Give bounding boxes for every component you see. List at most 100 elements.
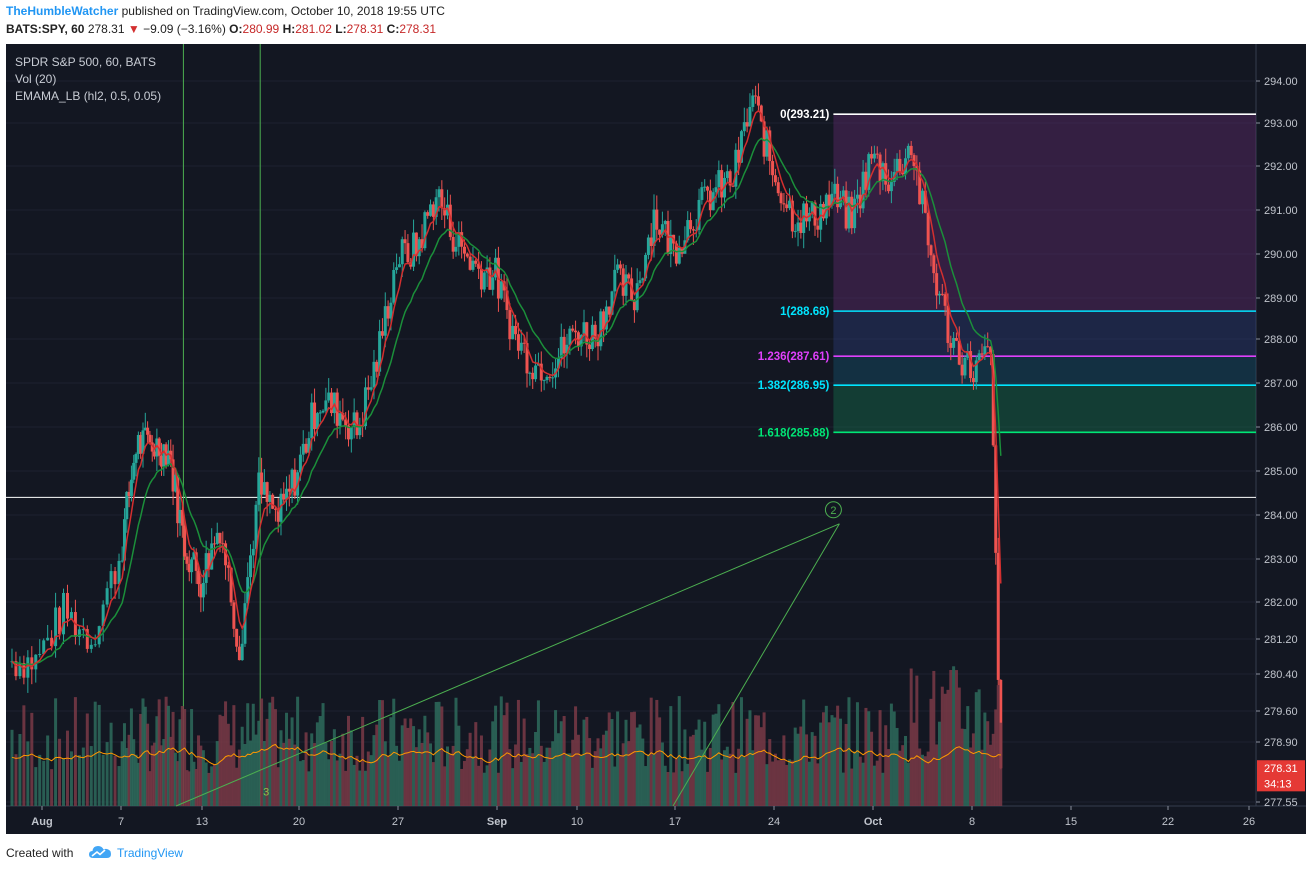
volume-bar	[717, 704, 721, 806]
volume-bar	[660, 742, 664, 806]
y-tick-label: 278.90	[1264, 737, 1298, 749]
volume-bar	[287, 738, 291, 806]
volume-bar	[218, 714, 222, 806]
candle-body	[946, 305, 950, 343]
chart-area[interactable]: 294.00 293.00 292.00 291.00 290.00 289.00 288.…	[6, 44, 1306, 834]
volume-bar	[923, 756, 927, 806]
candle-body	[542, 380, 546, 382]
volume-bar	[516, 699, 520, 806]
volume-bar	[457, 725, 461, 806]
candle-body	[412, 232, 416, 267]
candle-body	[454, 246, 458, 252]
emama-fast-line	[11, 137, 1002, 666]
volume-bar	[488, 749, 492, 806]
volume-bar	[813, 735, 817, 806]
candle-body	[304, 443, 308, 453]
volume-bar	[655, 699, 659, 806]
volume-bar	[226, 723, 230, 806]
candle-body	[499, 281, 503, 299]
volume-bar	[980, 749, 984, 806]
author-link[interactable]: TheHumbleWatcher	[6, 4, 119, 18]
candle-body	[440, 189, 444, 209]
candle-body	[386, 306, 390, 319]
candle-body	[101, 604, 105, 627]
volume-bar	[596, 738, 600, 806]
candle-body	[290, 469, 294, 492]
volume-bar	[276, 767, 280, 806]
down-arrow-icon: ▼	[127, 22, 140, 36]
volume-bar	[954, 670, 958, 806]
volume-bar	[833, 717, 837, 806]
candle-body	[519, 342, 523, 351]
volume-bar	[494, 705, 498, 806]
volume-bar	[282, 742, 286, 806]
volume-bar	[482, 772, 486, 806]
volume-bar	[417, 729, 421, 806]
candle-body	[332, 392, 336, 414]
volume-bar	[844, 723, 848, 806]
candle-body	[243, 603, 247, 644]
wave-label: 2	[830, 505, 836, 517]
price-chart[interactable]: 294.00 293.00 292.00 291.00 290.00 289.00 288.…	[6, 44, 1306, 834]
volume-bar	[185, 770, 189, 806]
candle-body	[403, 239, 407, 244]
publish-header: TheHumbleWatcher published on TradingVie…	[0, 0, 1311, 44]
volume-bar	[141, 698, 145, 806]
candle-body	[141, 430, 145, 454]
candle-body	[725, 171, 729, 178]
tradingview-link[interactable]: TradingView	[117, 846, 184, 860]
volume-bar	[674, 758, 678, 806]
x-tick-label: 7	[118, 816, 124, 828]
candle-body	[691, 229, 695, 231]
candle-body	[734, 149, 738, 187]
candle-body	[711, 192, 715, 211]
candle-body	[966, 351, 970, 358]
candle-body	[898, 158, 902, 173]
candle-body	[178, 509, 182, 524]
candle-body	[341, 413, 345, 420]
candle-body	[624, 274, 628, 296]
candle-body	[731, 185, 735, 187]
volume-bar	[771, 761, 775, 806]
candle-body	[613, 269, 617, 292]
candle-body	[616, 264, 620, 270]
candle-body	[293, 469, 297, 496]
volume-bar	[446, 746, 449, 806]
candle-body	[204, 553, 208, 583]
volume-bar	[912, 722, 916, 806]
volume-bar	[173, 752, 177, 806]
volume-bar	[310, 733, 314, 806]
volume-bar	[330, 740, 334, 806]
volume-bar	[887, 749, 891, 806]
volume-bar	[496, 772, 500, 806]
candle-body	[836, 183, 840, 208]
candle-body	[531, 372, 535, 380]
candle-body	[855, 194, 859, 199]
candle-body	[89, 644, 93, 649]
volume-bar	[929, 698, 933, 806]
volume-bar	[599, 748, 603, 806]
volume-bar	[358, 770, 362, 806]
volume-bar	[819, 722, 823, 806]
candle-body	[635, 283, 639, 311]
volume-bar	[785, 764, 789, 806]
volume-bar	[779, 760, 783, 806]
y-tick-label: 292.00	[1264, 161, 1298, 173]
candle-body	[271, 494, 275, 509]
open-value: 280.99	[242, 22, 280, 36]
volume-bar	[627, 741, 631, 806]
volume-bar	[731, 701, 735, 806]
volume-bar	[641, 738, 645, 806]
candle-body	[929, 245, 933, 256]
volume-bar	[215, 741, 219, 806]
x-tick-label: 27	[392, 816, 404, 828]
candle-body	[539, 363, 543, 381]
volume-bar	[187, 771, 191, 806]
volume-bar	[307, 771, 311, 806]
candle-body	[850, 196, 854, 229]
volume-bar	[793, 727, 797, 806]
volume-bar	[751, 750, 755, 806]
volume-bar	[918, 748, 922, 806]
candle-body	[745, 122, 749, 127]
volume-bar	[73, 697, 77, 806]
